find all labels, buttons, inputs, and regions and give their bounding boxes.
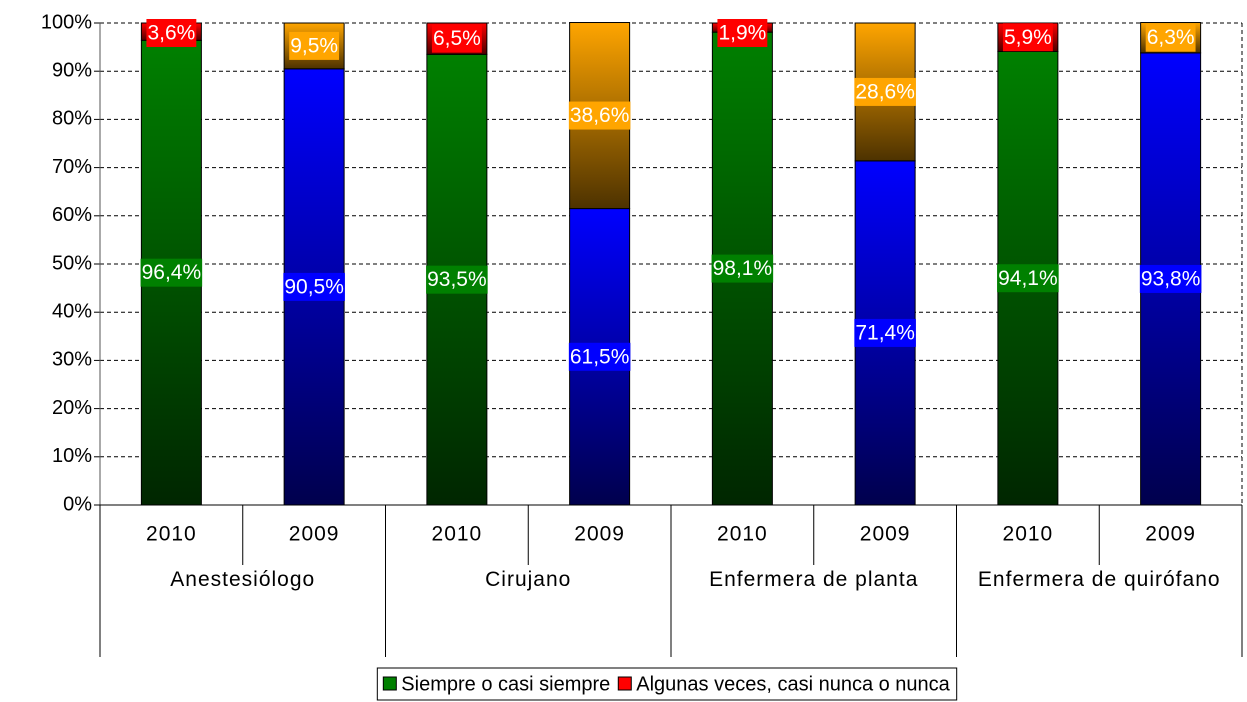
data-label: 5,9% — [1004, 26, 1052, 49]
data-label-bg — [146, 19, 197, 47]
data-label-bg — [997, 264, 1059, 293]
data-label: 38,6% — [570, 104, 630, 127]
data-label-bg — [1145, 23, 1196, 52]
x-tick-label: 2009 — [860, 523, 911, 546]
y-tick-label: 40% — [52, 300, 92, 322]
y-tick-label: 10% — [52, 445, 92, 467]
x-tick-label: 2010 — [717, 523, 768, 546]
data-label: 90,5% — [284, 275, 344, 298]
legend: Siempre o casi siempre Algunas veces, cas… — [376, 667, 958, 701]
data-label: 28,6% — [855, 80, 915, 103]
data-label: 98,1% — [713, 257, 773, 280]
data-label-bg — [426, 265, 488, 294]
x-tick-label: 2010 — [1003, 523, 1054, 546]
legend-swatch — [617, 676, 632, 691]
x-tick-label: 2009 — [574, 523, 625, 546]
x-tick-label: 2009 — [1145, 523, 1196, 546]
y-tick-label: 30% — [52, 349, 92, 371]
data-label-bg — [568, 342, 631, 371]
data-label-bg — [1139, 264, 1202, 293]
data-label-bg — [1002, 23, 1053, 52]
data-label: 71,4% — [855, 321, 915, 344]
data-label-bg — [140, 258, 203, 287]
y-tick-label: 60% — [52, 204, 92, 226]
y-tick-label: 50% — [52, 252, 92, 274]
data-label: 6,3% — [1147, 26, 1195, 49]
y-tick-label: 70% — [52, 156, 92, 178]
data-label: 61,5% — [570, 345, 630, 368]
data-label-bg — [431, 24, 482, 53]
data-label-bg — [717, 19, 768, 47]
data-label: 96,4% — [142, 261, 202, 284]
data-label: 94,1% — [998, 267, 1058, 290]
data-label: 3,6% — [147, 22, 195, 45]
group-label: Cirujano — [485, 568, 572, 591]
legend-swatch — [382, 676, 397, 691]
data-label-bg — [283, 272, 345, 301]
legend-label: Siempre o casi siempre — [401, 673, 610, 695]
data-label-bg — [568, 101, 631, 130]
y-tick-label: 80% — [52, 108, 92, 130]
x-tick-label: 2010 — [146, 523, 197, 546]
y-tick-label: 90% — [52, 59, 92, 81]
group-label: Anestesiólogo — [170, 568, 316, 591]
data-label-bg — [711, 254, 774, 283]
legend-label: Algunas veces, casi nunca o nunca — [636, 673, 950, 695]
y-tick-label: 20% — [52, 397, 92, 419]
data-label: 9,5% — [290, 34, 338, 57]
data-label: 1,9% — [718, 22, 766, 45]
data-label: 93,8% — [1141, 267, 1201, 290]
group-label: Enfermera de planta — [709, 568, 919, 591]
y-tick-label: 100% — [41, 11, 92, 33]
data-label: 6,5% — [433, 27, 481, 50]
data-label-bg — [289, 31, 340, 60]
data-label-bg — [854, 77, 916, 106]
y-tick-label: 0% — [63, 493, 92, 515]
x-tick-label: 2009 — [289, 523, 340, 546]
legend-box — [376, 667, 958, 701]
group-label: Enfermera de quirófano — [977, 568, 1221, 591]
data-label: 93,5% — [427, 268, 487, 291]
x-tick-label: 2010 — [432, 523, 483, 546]
data-label-bg — [854, 318, 916, 347]
